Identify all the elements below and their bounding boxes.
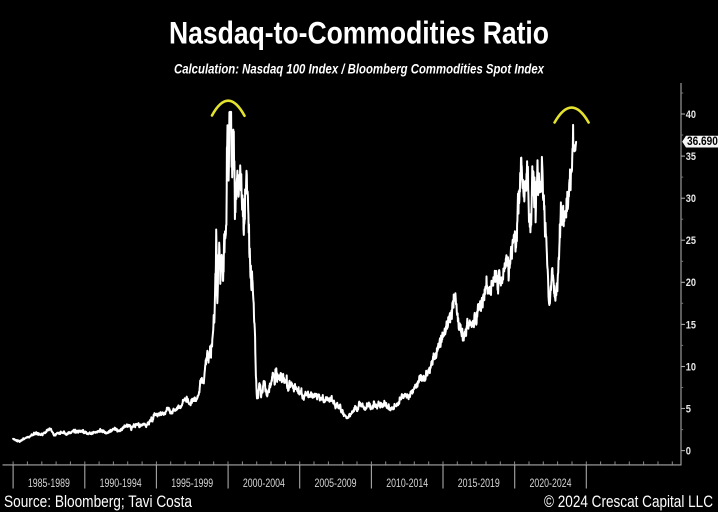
svg-text:35: 35 xyxy=(686,151,697,163)
svg-text:1990-1994: 1990-1994 xyxy=(100,476,142,490)
svg-text:2005-2009: 2005-2009 xyxy=(315,476,357,490)
svg-text:10: 10 xyxy=(686,361,696,373)
svg-text:Calculation: Nasdaq 100 Index: Calculation: Nasdaq 100 Index / Bloomber… xyxy=(174,61,545,77)
svg-text:40: 40 xyxy=(686,109,696,121)
svg-text:15: 15 xyxy=(686,319,697,331)
svg-text:1995-1999: 1995-1999 xyxy=(171,476,213,490)
svg-text:1985-1989: 1985-1989 xyxy=(28,476,70,490)
svg-text:2000-2004: 2000-2004 xyxy=(243,476,285,490)
svg-text:2010-2014: 2010-2014 xyxy=(386,476,428,490)
svg-text:20: 20 xyxy=(686,277,696,289)
svg-text:© 2024 Crescat Capital LLC: © 2024 Crescat Capital LLC xyxy=(544,493,713,511)
svg-text:25: 25 xyxy=(686,235,697,247)
svg-text:2015-2019: 2015-2019 xyxy=(458,476,500,490)
svg-text:36.6904: 36.6904 xyxy=(687,134,718,148)
svg-text:Nasdaq-to-Commodities Ratio: Nasdaq-to-Commodities Ratio xyxy=(169,15,549,51)
svg-text:0: 0 xyxy=(686,446,691,458)
svg-text:30: 30 xyxy=(686,193,696,205)
svg-text:2020-2024: 2020-2024 xyxy=(530,476,572,490)
svg-text:Source: Bloomberg; Tavi Costa: Source: Bloomberg; Tavi Costa xyxy=(4,493,193,511)
svg-text:5: 5 xyxy=(686,403,692,415)
